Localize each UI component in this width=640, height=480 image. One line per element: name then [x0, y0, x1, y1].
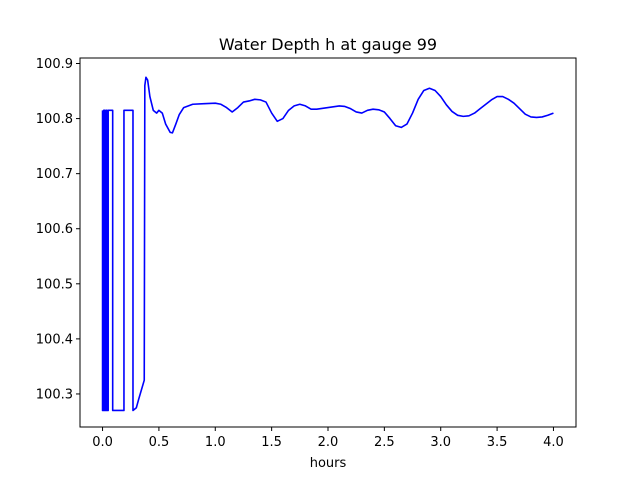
y-tick-label: 100.4 [36, 332, 73, 347]
x-tick-label: 0.5 [149, 435, 170, 450]
x-tick-label: 0.0 [92, 435, 113, 450]
y-tick-label: 100.8 [36, 112, 73, 127]
y-tick-label: 100.6 [36, 222, 73, 237]
chart-title: Water Depth h at gauge 99 [219, 35, 437, 54]
x-tick-label: 1.5 [261, 435, 282, 450]
x-axis-label: hours [310, 456, 347, 471]
x-tick-label: 1.0 [205, 435, 226, 450]
x-tick-label: 2.5 [374, 435, 395, 450]
y-axis: 100.3 100.4 100.5 100.6 100.7 100.8 100.9 [36, 57, 80, 402]
x-tick-label: 3.5 [487, 435, 508, 450]
x-tick-label: 3.0 [430, 435, 451, 450]
y-tick-label: 100.9 [36, 57, 73, 72]
x-tick-label: 4.0 [543, 435, 564, 450]
y-tick-label: 100.7 [36, 167, 73, 182]
y-tick-label: 100.3 [36, 387, 73, 402]
y-tick-label: 100.5 [36, 277, 73, 292]
x-tick-label: 2.0 [318, 435, 339, 450]
plot-area [101, 76, 554, 412]
series-line-0 [101, 76, 554, 412]
x-axis: 0.0 0.5 1.0 1.5 2.0 2.5 3.0 3.5 4.0 [92, 427, 564, 450]
